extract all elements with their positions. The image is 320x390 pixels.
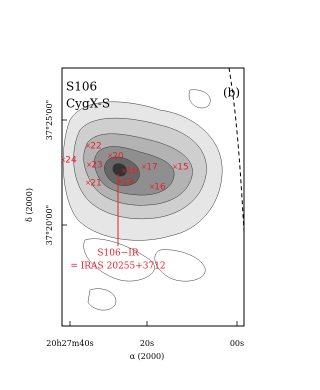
x-tick-label: 20s (140, 339, 154, 348)
source-marker: × (107, 152, 113, 160)
tick-marks (62, 119, 238, 326)
source-marker: × (149, 183, 155, 191)
y-axis-label: δ (2000) (25, 188, 34, 222)
x-tick-label: 20h27m40s (46, 339, 93, 348)
panel-label: (b) (223, 86, 240, 100)
contour-map (62, 89, 223, 311)
x-tick-label: 00s (230, 339, 244, 348)
boundary-line (228, 67, 245, 233)
source-marker: × (86, 161, 92, 169)
source-label: 23 (91, 161, 102, 171)
source-marker: × (121, 167, 127, 175)
source-marker: × (60, 156, 66, 164)
source-label: 24 (65, 156, 77, 166)
source-marker: × (172, 163, 178, 171)
x-axis-label: α (2000) (130, 352, 165, 361)
source-label: 15 (177, 163, 188, 173)
panel-subtitle: CygX-S (66, 97, 110, 111)
annotation: S106−IR (97, 249, 138, 259)
source-marker: × (117, 178, 123, 186)
source-marker: × (85, 179, 91, 187)
annotation: = IRAS 20255+3712 (70, 262, 165, 272)
source-label: 22 (90, 142, 101, 152)
source-marker: × (141, 163, 147, 171)
source-marker: × (85, 142, 91, 150)
source-label: 21 (90, 179, 101, 189)
source-label: 16 (154, 183, 166, 193)
y-tick-label: 37°20'00" (45, 205, 54, 245)
frame (61, 67, 245, 327)
source-label: 20 (112, 152, 124, 162)
source-label: 17 (146, 163, 157, 173)
source-label: 18 (126, 167, 138, 177)
source-labels: × 22× 24 × 23× 20× 18 × 17 × 15× 21 × 19 × 16 (60, 142, 189, 193)
y-tick-label: 37°25'00" (45, 100, 54, 140)
source-label: 19 (122, 178, 134, 188)
figure-panel: S106 CygX-S (b) 37°25'00" 37°20'00" δ (2… (25, 67, 245, 361)
panel-title: S106 (66, 80, 97, 94)
